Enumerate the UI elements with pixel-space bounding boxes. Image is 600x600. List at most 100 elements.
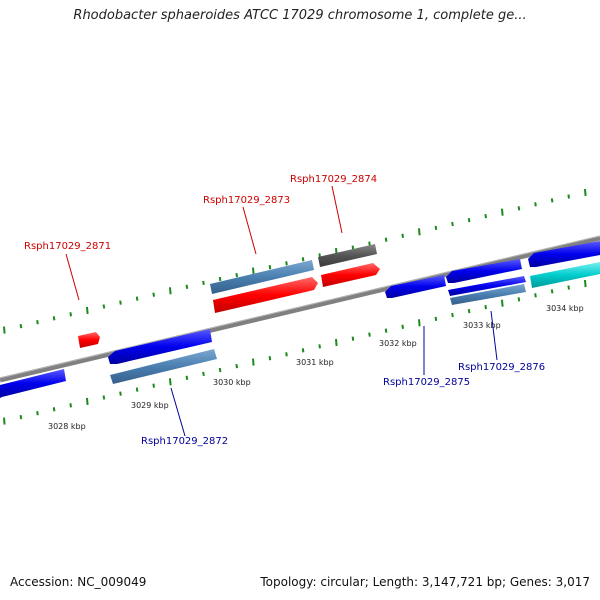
- reverse-tick: [501, 299, 504, 307]
- reverse-tick: [69, 403, 72, 408]
- forward-tick: [517, 206, 521, 211]
- forward-tick: [434, 225, 438, 231]
- reverse-tick: [451, 312, 454, 318]
- cds-left-edge[interactable]: [0, 369, 66, 398]
- reverse-tick: [86, 397, 89, 405]
- gene-label-2875[interactable]: Rsph17029_2875: [383, 377, 470, 388]
- reverse-tick: [301, 348, 305, 353]
- reverse-tick-row: [3, 279, 587, 425]
- reverse-tick: [235, 363, 238, 369]
- gene-label-2873[interactable]: Rsph17029_2873: [203, 195, 290, 206]
- reverse-tick: [384, 328, 388, 333]
- forward-tick: [384, 237, 388, 242]
- forward-tick: [86, 306, 89, 314]
- forward-tick-row: [3, 188, 587, 334]
- ruler-label-3029: 3029 kbp: [131, 401, 169, 410]
- reverse-tick: [185, 375, 189, 380]
- forward-tick: [202, 280, 205, 286]
- gene-label-2874[interactable]: Rsph17029_2874: [290, 174, 377, 185]
- reverse-tick: [467, 308, 471, 314]
- ruler-label-3031: 3031 kbp: [296, 358, 334, 367]
- forward-tick: [169, 287, 172, 295]
- reverse-tick: [252, 358, 255, 366]
- forward-tick: [401, 233, 404, 238]
- gene-feature-rsph17029-2876[interactable]: [450, 284, 526, 305]
- cds-rsph17029-2876-b[interactable]: [448, 276, 526, 296]
- reverse-tick: [169, 378, 172, 386]
- gene-feature-rsph17029-2874[interactable]: [318, 244, 377, 267]
- gene-feature-rsph17029-2872[interactable]: [110, 349, 217, 384]
- callout-line-2872: [170, 387, 186, 437]
- accession-text: Accession: NC_009049: [10, 575, 147, 589]
- reverse-tick: [119, 391, 122, 396]
- callout-line-2873: [242, 206, 257, 255]
- cds-rsph17029-2872[interactable]: [108, 329, 212, 364]
- reverse-tick: [534, 293, 537, 298]
- reverse-tick: [351, 336, 355, 341]
- forward-tick: [351, 245, 355, 250]
- reverse-tick: [135, 387, 139, 392]
- gene-label-2872[interactable]: Rsph17029_2872: [141, 436, 228, 447]
- forward-tick: [135, 296, 139, 301]
- ruler-label-3028: 3028 kbp: [48, 422, 86, 431]
- reverse-tick: [418, 319, 421, 327]
- cds-right-edge[interactable]: [528, 241, 600, 267]
- forward-tick: [501, 208, 504, 216]
- forward-tick: [185, 284, 189, 289]
- forward-tick: [285, 261, 288, 266]
- forward-tick: [102, 304, 106, 309]
- forward-tick: [3, 326, 6, 334]
- reverse-tick: [401, 324, 404, 329]
- cds-rsph17029-2871[interactable]: [78, 332, 100, 348]
- reverse-tick: [318, 344, 321, 349]
- gene-feature-rsph17029-2873[interactable]: [210, 260, 314, 294]
- reverse-tick: [584, 279, 587, 288]
- callout-line-2874: [331, 185, 343, 234]
- forward-tick: [368, 241, 371, 246]
- reverse-tick: [152, 383, 155, 388]
- reverse-tick: [218, 367, 222, 373]
- cds-rsph17029-2873[interactable]: [213, 277, 318, 313]
- forward-tick: [36, 320, 39, 325]
- gene-label-2871[interactable]: Rsph17029_2871: [24, 241, 111, 252]
- callout-line-2876: [490, 310, 498, 361]
- ruler-label-3034: 3034 kbp: [546, 304, 584, 313]
- reverse-tick: [567, 285, 570, 290]
- forward-tick: [119, 300, 122, 305]
- forward-tick: [19, 323, 23, 329]
- reverse-tick: [52, 407, 56, 412]
- forward-tick: [52, 316, 56, 321]
- ruler-label-3032: 3032 kbp: [379, 339, 417, 348]
- chromosome-backbone: [0, 235, 600, 383]
- reverse-tick: [19, 414, 23, 420]
- forward-tick: [235, 272, 238, 278]
- reverse-tick: [202, 371, 205, 377]
- forward-tick: [567, 194, 570, 199]
- reverse-tick: [268, 356, 272, 361]
- reverse-tick: [368, 332, 371, 337]
- cds-rsph17029-2875[interactable]: [385, 275, 446, 298]
- forward-tick: [451, 221, 454, 227]
- forward-tick: [484, 213, 487, 219]
- reverse-tick: [335, 338, 338, 347]
- forward-tick: [301, 257, 305, 262]
- forward-tick: [268, 265, 272, 270]
- forward-tick: [218, 276, 222, 282]
- forward-tick: [534, 202, 537, 207]
- rna-feature-right-edge[interactable]: [530, 262, 600, 288]
- cds-rsph17029-2876-a[interactable]: [446, 259, 522, 283]
- ruler-label-3030: 3030 kbp: [213, 378, 251, 387]
- ruler-label-3033: 3033 kbp: [463, 321, 501, 330]
- forward-tick: [152, 292, 155, 297]
- gene-label-2876[interactable]: Rsph17029_2876: [458, 362, 545, 373]
- forward-tick: [69, 312, 72, 317]
- cds-rsph17029-2874[interactable]: [321, 263, 380, 287]
- reverse-tick: [3, 417, 6, 425]
- reverse-tick: [484, 304, 487, 310]
- forward-tick: [467, 217, 471, 223]
- map-title: Rhodobacter sphaeroides ATCC 17029 chrom…: [73, 8, 527, 23]
- reverse-tick: [550, 289, 554, 294]
- callout-line-2871: [65, 253, 80, 301]
- forward-tick: [252, 267, 255, 275]
